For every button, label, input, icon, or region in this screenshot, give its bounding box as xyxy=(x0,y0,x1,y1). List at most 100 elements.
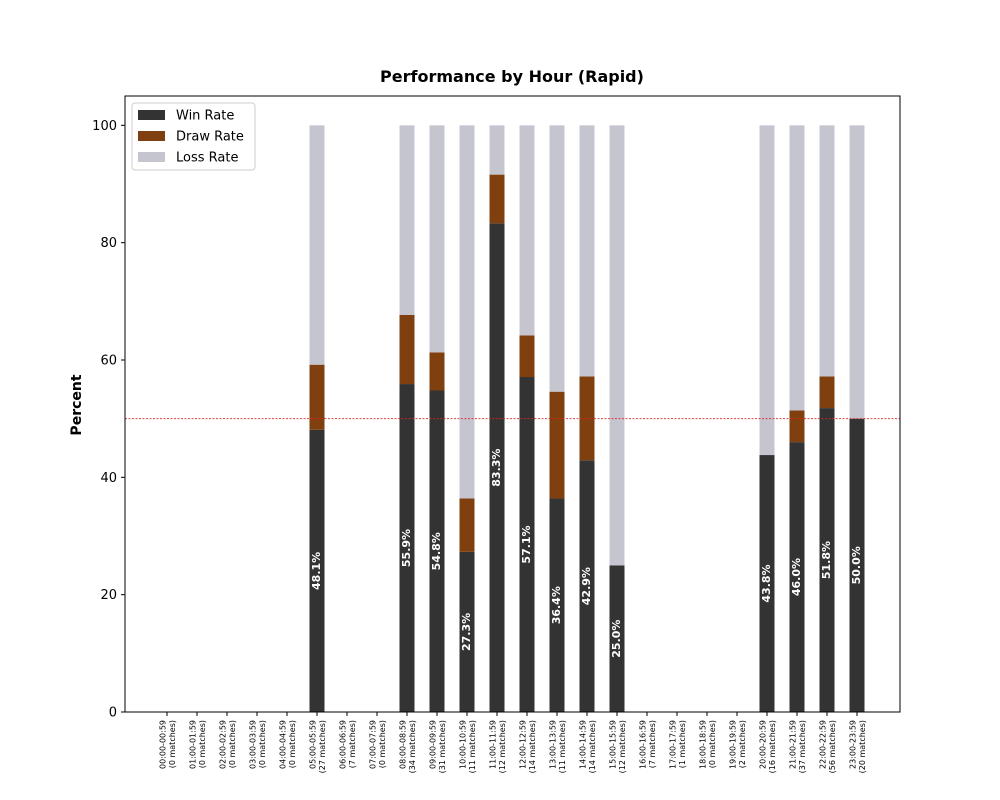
bar-loss-rate-11 xyxy=(489,125,505,175)
y-ticks-group: 0 20 40 60 80 100 xyxy=(92,119,125,721)
bar-draw-rate-9 xyxy=(429,352,445,391)
x-tick-label-line-22-1: (56 matches) xyxy=(828,720,837,773)
x-tick-label-line-16-0: 16:00-16:59 xyxy=(639,720,648,769)
x-tick-label-line-3-1: (0 matches) xyxy=(258,720,267,768)
bar-value-label-5: 48.1% xyxy=(310,552,323,590)
x-tick-label-line-11-0: 11:00-11:59 xyxy=(489,720,498,769)
axes-group xyxy=(124,95,901,713)
bar-value-label-12: 57.1% xyxy=(520,525,533,563)
x-tick-label-line-4-1: (0 matches) xyxy=(288,720,297,768)
bar-value-label-0: 0 xyxy=(160,704,173,712)
legend-swatch-win-rate xyxy=(138,110,165,120)
x-tick-label-line-5-0: 05:00-05:59 xyxy=(309,720,318,769)
y-tick-label-80: 80 xyxy=(100,236,117,251)
x-tick-label-line-13-1: (11 matches) xyxy=(558,720,567,773)
bar-value-label-23: 50.0% xyxy=(850,546,863,584)
x-tick-label-line-6-0: 06:00-06:59 xyxy=(339,720,348,769)
x-tick-label-line-14-1: (14 matches) xyxy=(588,720,597,773)
bar-win-rate-9 xyxy=(429,390,445,712)
x-tick-label-line-9-1: (31 matches) xyxy=(438,720,447,773)
x-tick-label-6: 06:00-06:59 (7 matches) xyxy=(339,720,358,769)
x-tick-label-line-17-0: 17:00-17:59 xyxy=(669,720,678,769)
bar-value-label-22: 51.8% xyxy=(820,541,833,579)
x-tick-label-line-6-1: (7 matches) xyxy=(348,720,357,768)
bar-value-label-3: 0 xyxy=(250,704,263,712)
bar-loss-rate-14 xyxy=(579,125,595,377)
x-tick-label-line-10-0: 10:00-10:59 xyxy=(459,720,468,769)
bar-draw-rate-8 xyxy=(399,314,415,385)
x-tick-label-line-19-1: (2 matches) xyxy=(738,720,747,768)
x-tick-label-4: 04:00-04:59 (0 matches) xyxy=(279,720,298,769)
x-tick-label-line-5-1: (27 matches) xyxy=(318,720,327,773)
bar-win-rate-14 xyxy=(579,460,595,712)
bar-draw-rate-12 xyxy=(519,335,535,378)
x-tick-label-line-13-0: 13:00-13:59 xyxy=(549,720,558,769)
x-tick-label-line-23-0: 23:00-23:59 xyxy=(849,720,858,769)
bar-win-rate-15 xyxy=(609,565,625,712)
bar-draw-rate-21 xyxy=(789,410,805,443)
bar-loss-rate-13 xyxy=(549,125,565,392)
x-tick-label-line-3-0: 03:00-03:59 xyxy=(249,720,258,769)
x-tick-label-line-18-1: (0 matches) xyxy=(708,720,717,768)
x-tick-label-line-23-1: (20 matches) xyxy=(858,720,867,773)
bar-loss-rate-23 xyxy=(849,125,865,419)
x-tick-label-line-4-0: 04:00-04:59 xyxy=(279,720,288,769)
bar-value-label-1: 0 xyxy=(190,704,203,712)
x-tick-label-line-15-1: (12 matches) xyxy=(618,720,627,773)
x-tick-label-line-19-0: 19:00-19:59 xyxy=(729,720,738,769)
x-tick-label-23: 23:00-23:59 (20 matches) xyxy=(849,720,868,773)
x-tick-label-line-21-0: 21:00-21:59 xyxy=(789,720,798,769)
chart-title: Performance by Hour (Rapid) xyxy=(380,67,644,86)
x-tick-label-line-2-1: (0 matches) xyxy=(228,720,237,768)
legend-label-loss-rate: Loss Rate xyxy=(176,151,238,166)
x-tick-label-5: 05:00-05:59 (27 matches) xyxy=(309,720,328,773)
bar-value-label-10: 27.3% xyxy=(460,613,473,651)
y-axis-label: Percent xyxy=(69,374,85,435)
x-tick-label-line-7-0: 07:00-07:59 xyxy=(369,720,378,769)
x-tick-label-line-7-1: (0 matches) xyxy=(378,720,387,768)
x-tick-label-11: 11:00-11:59 (12 matches) xyxy=(489,720,508,773)
bar-value-label-11: 83.3% xyxy=(490,449,503,487)
bar-win-rate-23 xyxy=(849,418,865,712)
x-tick-label-line-14-0: 14:00-14:59 xyxy=(579,720,588,769)
bar-win-rate-12 xyxy=(519,377,535,712)
x-tick-label-line-21-1: (37 matches) xyxy=(798,720,807,773)
bar-draw-rate-22 xyxy=(819,376,835,409)
bar-win-rate-20 xyxy=(759,455,775,712)
x-tick-label-8: 08:00-08:59 (34 matches) xyxy=(399,720,418,773)
bar-loss-rate-15 xyxy=(609,125,625,566)
legend-label-draw-rate: Draw Rate xyxy=(176,130,244,145)
x-tick-label-line-11-1: (12 matches) xyxy=(498,720,507,773)
x-tick-label-14: 14:00-14:59 (14 matches) xyxy=(579,720,598,773)
bar-draw-rate-5 xyxy=(309,364,325,430)
x-tick-label-line-17-1: (1 matches) xyxy=(678,720,687,768)
bar-value-label-14: 42.9% xyxy=(580,567,593,605)
x-tick-label-line-16-1: (7 matches) xyxy=(648,720,657,768)
bar-loss-rate-12 xyxy=(519,125,535,336)
bar-value-label-9: 54.8% xyxy=(430,532,443,570)
bar-value-label-8: 55.9% xyxy=(400,529,413,567)
x-tick-label-16: 16:00-16:59 (7 matches) xyxy=(639,720,658,769)
bar-value-label-16: 0 xyxy=(640,704,653,712)
legend-swatch-loss-rate xyxy=(138,152,165,162)
bar-win-rate-22 xyxy=(819,408,835,712)
bar-win-rate-10 xyxy=(459,551,475,712)
y-tick-label-60: 60 xyxy=(100,354,117,369)
bar-value-label-7: 0 xyxy=(370,704,383,712)
y-tick-label-0: 0 xyxy=(109,706,117,721)
x-tick-label-1: 01:00-01:59 (0 matches) xyxy=(189,720,208,769)
x-tick-label-15: 15:00-15:59 (12 matches) xyxy=(609,720,628,773)
x-tick-label-12: 12:00-12:59 (14 matches) xyxy=(519,720,538,773)
x-tick-label-line-1-1: (0 matches) xyxy=(198,720,207,768)
bar-win-rate-5 xyxy=(309,429,325,712)
bar-value-label-6: 0 xyxy=(340,704,353,712)
bar-labels-group: 0 0 0 0 0 48.1% 0 0 55.9% 54.8% 27.3% 83.3% 57.1% 36.… xyxy=(160,449,863,712)
x-ticks-group: 00:00-00:59 (0 matches) 01:00-01:59 (0 matc… xyxy=(159,712,868,773)
bars-group xyxy=(309,125,865,712)
y-tick-label-100: 100 xyxy=(92,119,117,134)
x-tick-label-line-15-0: 15:00-15:59 xyxy=(609,720,618,769)
bar-value-label-21: 46.0% xyxy=(790,558,803,596)
bar-value-label-18: 0 xyxy=(700,704,713,712)
x-tick-label-2: 02:00-02:59 (0 matches) xyxy=(219,720,238,769)
x-tick-label-line-20-1: (16 matches) xyxy=(768,720,777,773)
